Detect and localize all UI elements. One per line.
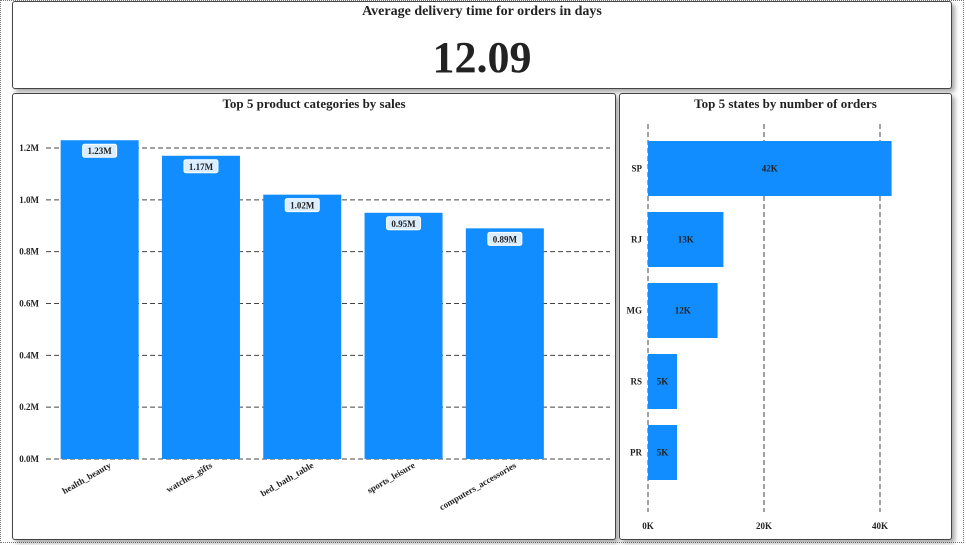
y-tick-label: 1.0M xyxy=(19,195,39,205)
data-label: 5K xyxy=(657,377,669,387)
x-tick-label: 0K xyxy=(642,521,654,531)
y-tick-label: PR xyxy=(630,448,642,458)
y-tick-label: 0.2M xyxy=(19,402,39,412)
x-tick-label: health_beauty xyxy=(60,460,113,496)
category-sales-chart-card[interactable]: Top 5 product categories by sales 0.0M 0.… xyxy=(12,93,616,540)
y-tick-label: RJ xyxy=(631,235,642,245)
bar xyxy=(648,283,718,338)
kpi-card[interactable]: Average delivery time for orders in days… xyxy=(12,1,952,89)
kpi-value: 12.09 xyxy=(432,33,532,82)
data-label-bg xyxy=(82,143,118,158)
state-orders-chart: 0K 20K 40K 42K SP 13K RJ 12K MG 5K RS 5K PR xyxy=(627,124,892,531)
data-label: 1.23M xyxy=(88,146,113,156)
category-sales-chart: 0.0M 0.2M 0.4M 0.6M 0.8M 1.0M 1.2M 1.23M health_… xyxy=(19,140,610,512)
data-label-bg xyxy=(183,159,219,174)
data-label-bg xyxy=(487,231,523,246)
category-chart-title: Top 5 product categories by sales xyxy=(222,96,406,111)
bar xyxy=(263,194,342,459)
data-label: 1.17M xyxy=(189,162,214,172)
data-label: 5K xyxy=(657,448,669,458)
data-label: 12K xyxy=(675,306,691,316)
y-tick-label: 0.4M xyxy=(19,350,39,360)
kpi-title: Average delivery time for orders in days xyxy=(362,4,602,19)
data-label-bg xyxy=(386,216,422,231)
bar xyxy=(648,425,677,480)
bar xyxy=(60,140,139,459)
bar xyxy=(465,228,544,459)
y-tick-label: 1.2M xyxy=(19,143,39,153)
data-label: 1.02M xyxy=(290,201,315,211)
data-label: 42K xyxy=(762,164,778,174)
bar xyxy=(364,212,443,459)
data-label: 0.95M xyxy=(391,219,416,229)
x-tick-label: computers_accessories xyxy=(438,460,519,512)
bar xyxy=(648,141,892,196)
x-tick-label: sports_leisure xyxy=(365,460,416,495)
y-tick-label: 0.8M xyxy=(19,247,39,257)
y-tick-label: SP xyxy=(631,164,642,174)
x-tick-label: watches_gifts xyxy=(164,460,214,495)
state-chart-title: Top 5 states by number of orders xyxy=(694,96,877,111)
data-label: 0.89M xyxy=(493,234,518,244)
y-tick-label: RS xyxy=(630,377,642,387)
y-tick-label: 0.0M xyxy=(19,454,39,464)
y-tick-label: MG xyxy=(627,306,643,316)
y-tick-label: 0.6M xyxy=(19,299,39,309)
bar xyxy=(161,155,240,459)
data-label: 13K xyxy=(678,235,694,245)
bar xyxy=(648,354,677,409)
x-tick-label: 40K xyxy=(872,521,888,531)
state-orders-chart-card[interactable]: Top 5 states by number of orders 0K 20K 40… xyxy=(619,93,952,540)
x-tick-label: bed_bath_table xyxy=(259,460,316,498)
data-label-bg xyxy=(284,198,320,213)
bar xyxy=(648,212,724,267)
x-tick-label: 20K xyxy=(756,521,772,531)
